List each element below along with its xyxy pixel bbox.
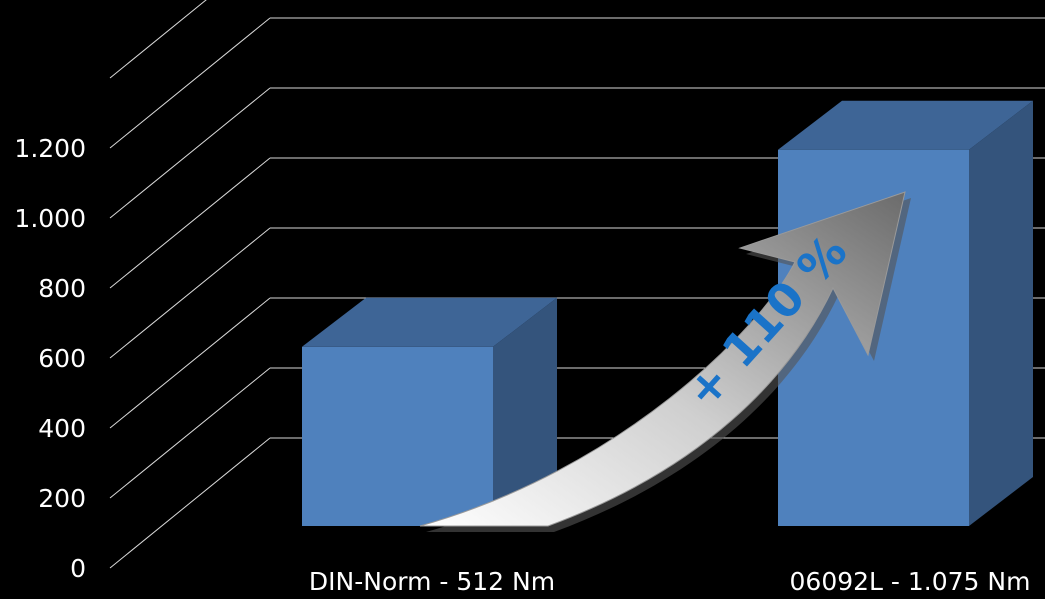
gridline-depth [109,437,271,569]
gridline-depth [109,297,271,429]
y-tick-label: 200 [38,484,86,513]
gridline-depth [109,367,271,499]
gridline-depth [109,87,271,219]
y-tick-label: 400 [38,414,86,443]
gridline-depth [109,157,271,289]
bar-side [493,297,557,526]
y-axis-ticks: 0 200 400 600 800 1.000 1.200 [14,134,86,583]
x-category-label: DIN-Norm - 512 Nm [309,567,555,596]
y-tick-label: 1.000 [14,204,86,233]
arrow-body [419,191,906,527]
bar-top [778,100,1033,150]
bar-top [302,297,557,347]
x-axis-labels: DIN-Norm - 512 Nm 06092L - 1.075 Nm [309,567,1031,596]
y-tick-label: 1.200 [14,134,86,163]
x-category-label: 06092L - 1.075 Nm [790,567,1031,596]
gridline-depth [109,0,207,79]
gridline-depth [109,17,271,149]
bar-side [969,100,1033,526]
bar-front [302,346,493,526]
bar [302,297,557,526]
y-tick-label: 800 [38,274,86,303]
y-tick-label: 600 [38,344,86,373]
gridline-depth [109,227,271,359]
y-tick-label: 0 [70,554,86,583]
